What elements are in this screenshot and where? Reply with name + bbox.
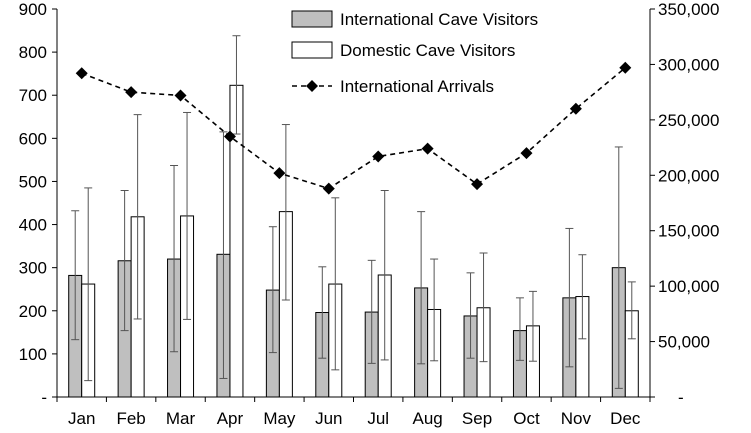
x-tick-label: Jan: [68, 409, 95, 428]
international-arrivals-marker: [471, 178, 484, 191]
international-arrivals-marker: [569, 102, 582, 115]
international-arrivals-marker: [322, 182, 335, 195]
y-left-tick-label: 900: [19, 0, 47, 19]
international-arrivals-marker: [619, 61, 632, 74]
x-tick-label: Dec: [610, 409, 641, 428]
x-tick-label: May: [263, 409, 296, 428]
x-tick-label: Aug: [413, 409, 443, 428]
y-right-tick-label: 250,000: [658, 111, 719, 130]
y-left-tick-label: -: [41, 388, 47, 407]
legend-label: International Arrivals: [340, 77, 494, 96]
legend-marker: [306, 80, 318, 92]
y-right-tick-label: 300,000: [658, 55, 719, 74]
y-right-tick-label: 350,000: [658, 0, 719, 19]
international-arrivals-marker: [223, 130, 236, 143]
y-right-tick-label: 150,000: [658, 222, 719, 241]
y-right-tick-label: -: [678, 388, 684, 407]
international-arrivals-marker: [174, 89, 187, 102]
y-left-tick-label: 800: [19, 43, 47, 62]
y-left-tick-label: 500: [19, 172, 47, 191]
y-right-tick-label: 100,000: [658, 277, 719, 296]
legend-swatch: [291, 41, 333, 59]
y-left-tick-label: 100: [19, 345, 47, 364]
international-arrivals-line: [81, 67, 626, 190]
legend-swatch: [291, 10, 333, 28]
y-left-tick-label: 700: [19, 86, 47, 105]
x-tick-label: Mar: [166, 409, 196, 428]
international-arrivals-marker: [125, 86, 138, 99]
x-tick-label: Jun: [315, 409, 342, 428]
x-tick-label: Feb: [116, 409, 145, 428]
x-tick-label: Nov: [561, 409, 592, 428]
x-tick-label: Jul: [367, 409, 389, 428]
y-left-tick-label: 200: [19, 302, 47, 321]
x-tick-label: Oct: [513, 409, 540, 428]
plot-area: - 100 200 300 400 500 600 700 800 900 - 50,000 100,0…: [19, 0, 720, 428]
x-tick-label: Sep: [462, 409, 492, 428]
y-right-tick-label: 50,000: [658, 333, 710, 352]
international-arrivals-marker: [273, 167, 286, 180]
legend: International Cave Visitors Domestic Cave…: [291, 10, 538, 96]
international-arrivals-marker: [520, 147, 533, 160]
y-left-tick-label: 300: [19, 259, 47, 278]
x-tick-label: Apr: [217, 409, 244, 428]
y-left-tick-label: 400: [19, 216, 47, 235]
y-left-tick-label: 600: [19, 129, 47, 148]
international-arrivals-marker: [75, 67, 88, 80]
legend-label: Domestic Cave Visitors: [340, 41, 515, 60]
international-arrivals-marker: [372, 150, 385, 163]
international-arrivals-marker: [421, 142, 434, 155]
y-right-tick-label: 200,000: [658, 166, 719, 185]
legend-label: International Cave Visitors: [340, 10, 538, 29]
